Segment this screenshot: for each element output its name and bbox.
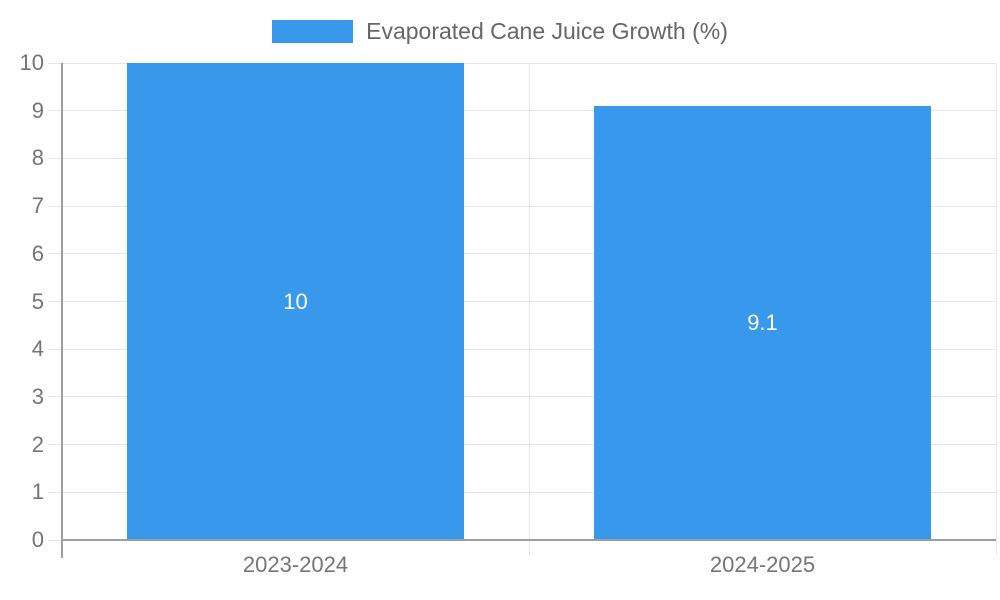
y-tick-label-6: 6	[31, 240, 44, 266]
gridline-y-5	[48, 301, 996, 302]
y-tick-label-9: 9	[31, 97, 44, 123]
gridline-y-1	[48, 491, 996, 493]
category-divider-line	[528, 63, 530, 555]
legend-swatch	[272, 19, 354, 43]
y-axis-line	[61, 63, 63, 558]
x-tick-label-2023-2024: 2023-2024	[242, 552, 349, 577]
y-tick-label-5: 5	[31, 288, 44, 314]
bar-2024-2025[interactable]: 9.1	[594, 105, 931, 540]
bar-value-label: 9.1	[747, 309, 778, 335]
gridline-y-2	[48, 444, 996, 446]
plot-area: 10 9.1	[48, 62, 997, 558]
bar-value-label: 10	[283, 288, 308, 314]
x-axis-labels: 2023-2024 2024-2025	[62, 552, 996, 582]
gridline-y-6	[48, 253, 996, 255]
plot-right-border	[995, 63, 997, 555]
y-tick-label-0: 0	[31, 527, 44, 552]
x-tick-label-2024-2025: 2024-2025	[709, 552, 816, 577]
x-axis-line	[62, 539, 996, 541]
gridline-y-4	[48, 348, 996, 350]
y-tick-label-8: 8	[31, 145, 44, 171]
y-tick-label-7: 7	[31, 193, 44, 219]
gridline-y-9	[48, 110, 996, 112]
y-tick-label-3: 3	[31, 383, 44, 409]
y-tick-label-1: 1	[31, 479, 44, 505]
legend-label: Evaporated Cane Juice Growth (%)	[366, 17, 728, 44]
gridline-y-7	[48, 205, 996, 207]
bar-2023-2024[interactable]: 10	[127, 63, 464, 540]
gridline-y-8	[48, 157, 996, 159]
gridline-y-3	[48, 396, 996, 398]
y-tick-label-10: 10	[19, 50, 44, 75]
y-tick-label-2: 2	[31, 431, 44, 457]
gridline-y-10	[48, 62, 996, 64]
y-tick-label-4: 4	[31, 336, 44, 362]
legend[interactable]: Evaporated Cane Juice Growth (%)	[0, 14, 1000, 48]
